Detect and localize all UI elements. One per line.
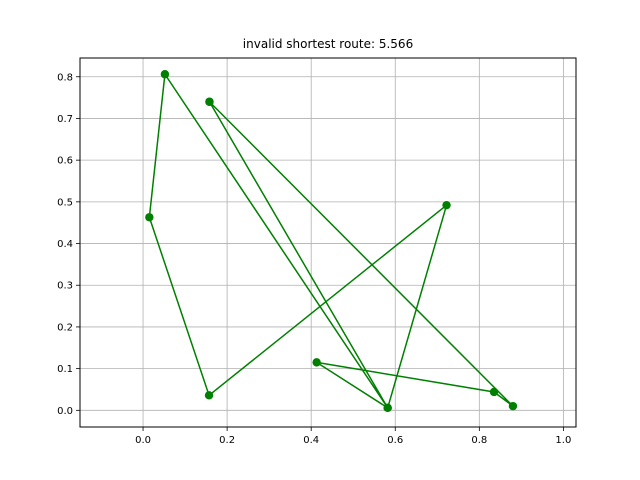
y-axis: 0.0 0.1 0.2 0.3 0.4 0.5 0.6 0.7 0.8: [57, 72, 80, 417]
route-series: [145, 70, 518, 413]
y-tick-label: 0.4: [57, 239, 73, 250]
x-tick-label: 0.2: [219, 435, 235, 446]
x-tick-label: 0.4: [303, 435, 319, 446]
x-tick-label: 0.8: [471, 435, 487, 446]
y-tick-label: 0.7: [57, 114, 73, 125]
y-tick-label: 0.0: [57, 406, 73, 417]
route-point: [160, 70, 170, 79]
route-point: [508, 401, 518, 411]
x-tick-label: 0.0: [135, 435, 151, 446]
route-point: [383, 403, 392, 413]
grid-lines: [80, 58, 576, 427]
x-tick-label: 0.6: [387, 435, 403, 446]
route-point: [442, 200, 451, 210]
x-axis: 0.0 0.2 0.4 0.6 0.8 1.0: [135, 427, 571, 446]
y-tick-label: 0.5: [57, 197, 73, 208]
y-tick-label: 0.1: [57, 364, 73, 375]
x-tick-label: 1.0: [555, 435, 571, 446]
route-point: [489, 387, 499, 397]
plot-frame: [79, 57, 577, 428]
chart-title: invalid shortest route: 5.566: [243, 37, 413, 51]
y-tick-label: 0.8: [57, 72, 73, 83]
y-tick-label: 0.2: [57, 322, 73, 333]
route-point: [205, 97, 214, 106]
route-point: [204, 391, 214, 400]
y-tick-label: 0.6: [57, 156, 73, 167]
route-point: [145, 213, 154, 222]
route-point: [312, 358, 321, 367]
y-tick-label: 0.3: [57, 281, 73, 292]
